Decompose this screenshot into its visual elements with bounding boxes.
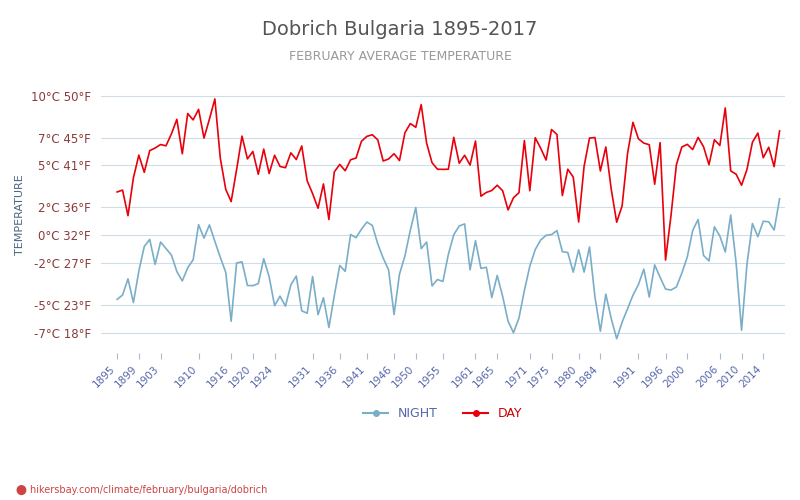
Y-axis label: TEMPERATURE: TEMPERATURE [15, 174, 25, 254]
Legend: NIGHT, DAY: NIGHT, DAY [358, 402, 528, 425]
Text: FEBRUARY AVERAGE TEMPERATURE: FEBRUARY AVERAGE TEMPERATURE [289, 50, 511, 63]
Text: ⬤ hikersbay.com/climate/february/bulgaria/dobrich: ⬤ hikersbay.com/climate/february/bulgari… [16, 485, 267, 495]
Text: Dobrich Bulgaria 1895-2017: Dobrich Bulgaria 1895-2017 [262, 20, 538, 39]
